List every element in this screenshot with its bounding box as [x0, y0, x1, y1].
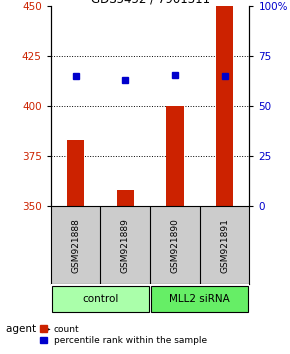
- Text: GSM921891: GSM921891: [220, 218, 229, 273]
- Text: GSM921888: GSM921888: [71, 218, 80, 273]
- Legend: count, percentile rank within the sample: count, percentile rank within the sample: [39, 324, 208, 346]
- Text: GSM921890: GSM921890: [171, 218, 180, 273]
- Bar: [151, 286, 249, 312]
- Text: GSM921889: GSM921889: [121, 218, 130, 273]
- Bar: [67, 141, 84, 206]
- Bar: [216, 6, 233, 206]
- Bar: [52, 286, 149, 312]
- Text: agent  ▶: agent ▶: [6, 324, 50, 334]
- Title: GDS5452 / 7901311: GDS5452 / 7901311: [90, 0, 210, 5]
- Text: MLL2 siRNA: MLL2 siRNA: [169, 294, 230, 304]
- Bar: [166, 106, 184, 206]
- Bar: [117, 190, 134, 206]
- Text: control: control: [82, 294, 119, 304]
